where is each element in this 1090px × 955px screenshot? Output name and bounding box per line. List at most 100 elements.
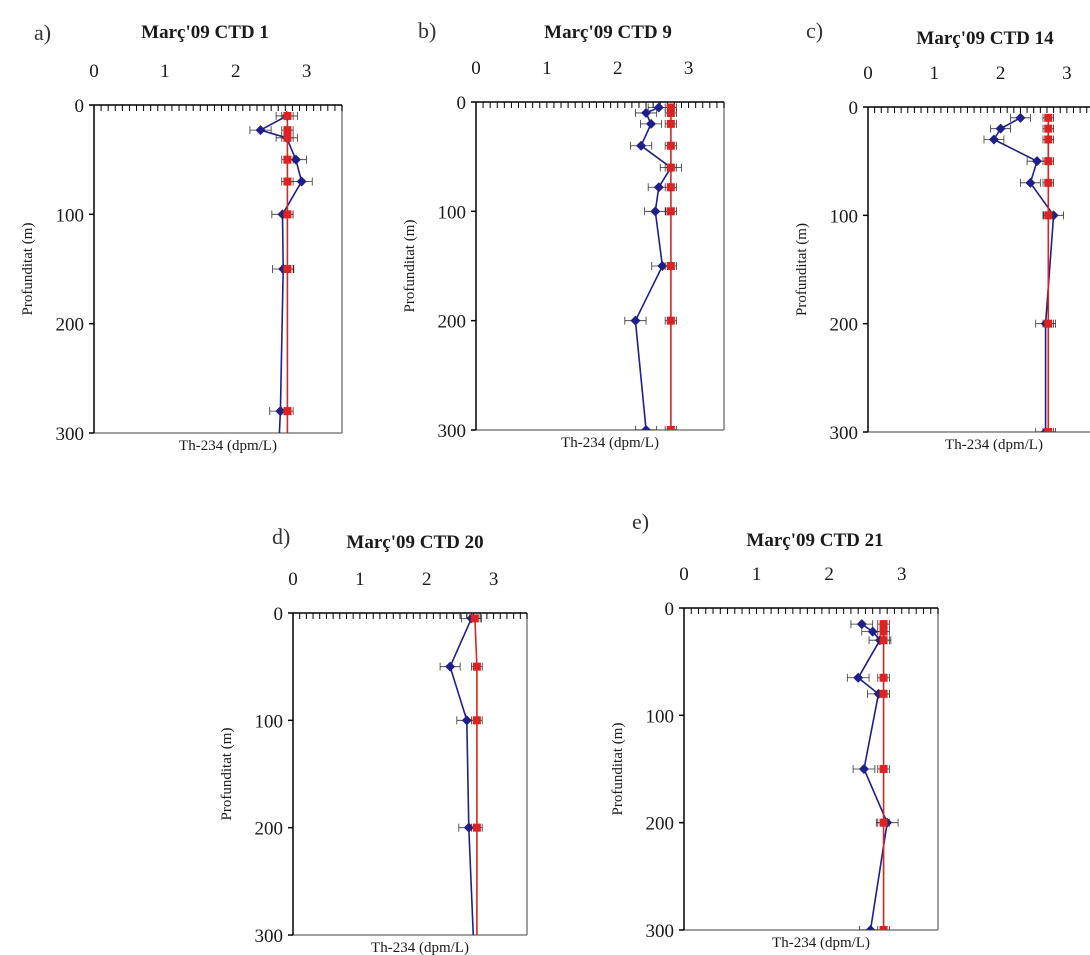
u238-point (879, 673, 888, 682)
th234-point (867, 626, 878, 637)
u238-point (666, 183, 675, 192)
u238-point (283, 177, 292, 186)
th234-line (634, 106, 672, 430)
x-tick-label: 2 (422, 569, 432, 590)
th234-point (1025, 177, 1036, 188)
th234-point (445, 661, 456, 672)
th234-point (255, 125, 266, 136)
x-tick-label: 2 (824, 564, 834, 585)
series-group (846, 619, 899, 930)
u238-point (472, 823, 481, 832)
th234-point (856, 619, 867, 630)
th234-point (650, 206, 661, 217)
u238-point (283, 133, 292, 142)
y-tick-label: 0 (457, 93, 467, 114)
series-group (624, 102, 682, 430)
x-tick-label: 2 (996, 63, 1006, 84)
u238-point (1044, 319, 1053, 328)
series-group (249, 110, 313, 433)
x-tick-label: 1 (355, 569, 365, 590)
u238-point (879, 818, 888, 827)
u238-point (283, 126, 292, 135)
y-tick-label: 0 (75, 96, 85, 117)
x-tick-label: 1 (160, 61, 170, 82)
x-tick-label: 3 (1062, 63, 1072, 84)
y-tick-label: 300 (646, 921, 675, 942)
th234-point (853, 672, 864, 683)
u238-point (879, 620, 888, 629)
u238-point (1044, 157, 1053, 166)
th234-point (1015, 112, 1026, 123)
u238-point (666, 141, 675, 150)
u238-point (879, 689, 888, 698)
u238-point (666, 426, 675, 430)
th234-point (1032, 156, 1043, 167)
y-tick-label: 100 (56, 205, 85, 226)
u238-point (1044, 211, 1053, 220)
y-tick-label: 100 (255, 711, 284, 732)
y-axis-label: Profunditat (m) (219, 728, 235, 821)
y-axis-label: Profunditat (m) (402, 220, 418, 313)
u238-point (283, 155, 292, 164)
x-tick-label: 0 (89, 61, 99, 82)
y-tick-label: 0 (274, 604, 284, 625)
th234-point (858, 764, 869, 774)
y-tick-label: 300 (830, 423, 859, 444)
x-tick-label: 3 (684, 58, 694, 79)
th234-point (630, 315, 641, 326)
panel-title: Març'09 CTD 1 (141, 22, 269, 43)
panel-a: 0 1 2 3 0 100 200 300 a) Març'09 CTD 1 Profunditat… (20, 20, 343, 454)
panel-letter: e) (632, 509, 649, 534)
th234-point (296, 176, 307, 187)
panel-c: 0 1 2 3 0 100 200 300 c) Març'09 CTD 14 Profundita… (794, 18, 1090, 453)
x-axis-label: Th-234 (dpm/L) (561, 435, 659, 451)
x-tick-label: 3 (302, 61, 312, 82)
series-group (439, 613, 483, 935)
y-tick-label: 200 (646, 814, 675, 835)
panel-title: Març'09 CTD 9 (544, 22, 672, 43)
th234-point (653, 182, 664, 193)
u238-point (283, 111, 292, 120)
y-tick-label: 200 (56, 315, 85, 336)
th234-point (988, 134, 999, 145)
x-tick-label: 2 (613, 58, 623, 79)
x-axis-label: Th-234 (dpm/L) (772, 935, 870, 951)
panel-title: Març'09 CTD 14 (916, 28, 1054, 49)
x-tick-label: 0 (863, 63, 873, 84)
y-tick-label: 100 (830, 206, 859, 227)
th234-point (636, 140, 647, 151)
th234-point (275, 406, 286, 417)
x-tick-label: 1 (752, 564, 762, 585)
panel-b: 0 1 2 3 0 100 200 300 b) Març'09 CTD 9 Profunditat… (402, 18, 725, 451)
u238-point (879, 926, 888, 930)
x-tick-label: 0 (288, 569, 298, 590)
x-tick-label: 1 (930, 63, 940, 84)
y-tick-label: 200 (830, 315, 859, 336)
y-tick-label: 200 (255, 819, 284, 840)
y-tick-label: 100 (646, 706, 675, 727)
panel-title: Març'09 CTD 20 (346, 532, 483, 553)
x-tick-label: 0 (679, 564, 689, 585)
u238-point (666, 163, 675, 172)
u238-point (470, 614, 479, 623)
u238-point (283, 265, 292, 273)
y-tick-label: 100 (438, 202, 467, 223)
panel-letter: d) (272, 524, 290, 549)
u238-point (283, 407, 292, 416)
y-tick-label: 0 (849, 98, 859, 119)
y-tick-label: 300 (255, 926, 284, 947)
x-tick-label: 3 (897, 564, 907, 585)
x-tick-label: 2 (231, 61, 241, 82)
th234-point (995, 123, 1006, 134)
y-axis-label: Profunditat (m) (610, 723, 626, 816)
u238-point (1044, 178, 1053, 187)
y-axis-label: Profunditat (m) (794, 223, 810, 316)
u238-point (1044, 135, 1053, 144)
u238-point (666, 103, 675, 112)
u238-point (1044, 113, 1053, 122)
u238-point (666, 316, 675, 325)
x-tick-label: 1 (542, 58, 552, 79)
y-tick-label: 300 (56, 424, 85, 445)
u238-point (1044, 428, 1053, 432)
y-tick-label: 200 (438, 312, 467, 333)
